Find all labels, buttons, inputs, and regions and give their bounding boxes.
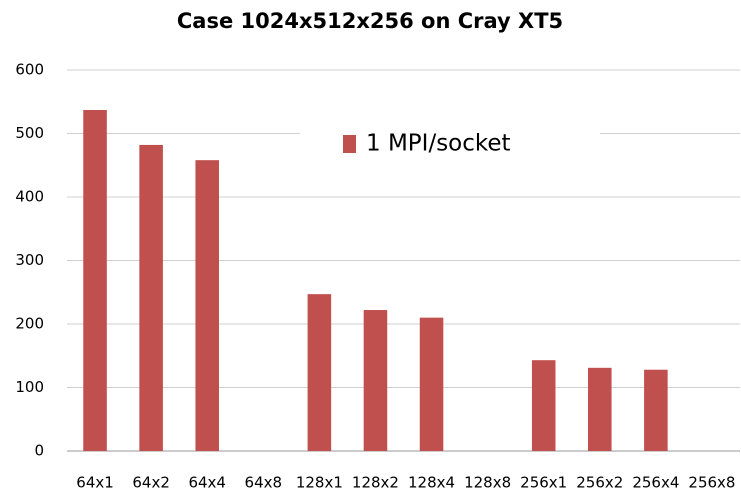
x-tick-label: 256x1 — [520, 474, 567, 492]
x-tick-label: 256x4 — [632, 474, 679, 492]
chart-title: Case 1024x512x256 on Cray XT5 — [177, 9, 563, 33]
bar — [363, 310, 388, 451]
y-tick-label: 100 — [15, 378, 44, 396]
x-tick-label: 64x1 — [76, 474, 114, 492]
x-tick-label: 128x4 — [408, 474, 455, 492]
x-tick-label: 64x8 — [245, 474, 283, 492]
legend-label: 1 MPI/socket — [366, 131, 511, 157]
x-tick-label: 128x2 — [352, 474, 399, 492]
x-tick-label: 64x4 — [188, 474, 226, 492]
y-tick-label: 400 — [15, 188, 44, 206]
bar — [588, 367, 612, 451]
y-tick-label: 0 — [34, 442, 44, 460]
y-tick-label: 300 — [15, 251, 44, 269]
legend-swatch — [343, 135, 356, 153]
bar — [307, 294, 332, 451]
bar — [139, 144, 163, 451]
bar — [195, 160, 219, 452]
x-tick-label: 128x8 — [464, 474, 511, 492]
bar — [644, 369, 668, 451]
bar — [531, 360, 556, 451]
x-tick-label: 256x8 — [688, 474, 735, 492]
bar — [83, 110, 107, 451]
x-tick-label: 128x1 — [296, 474, 343, 492]
y-tick-label: 600 — [15, 61, 44, 79]
x-tick-label: 256x2 — [576, 474, 623, 492]
bar — [419, 317, 444, 451]
x-tick-label: 64x2 — [132, 474, 170, 492]
y-tick-label: 500 — [15, 124, 44, 142]
y-tick-label: 200 — [15, 315, 44, 333]
